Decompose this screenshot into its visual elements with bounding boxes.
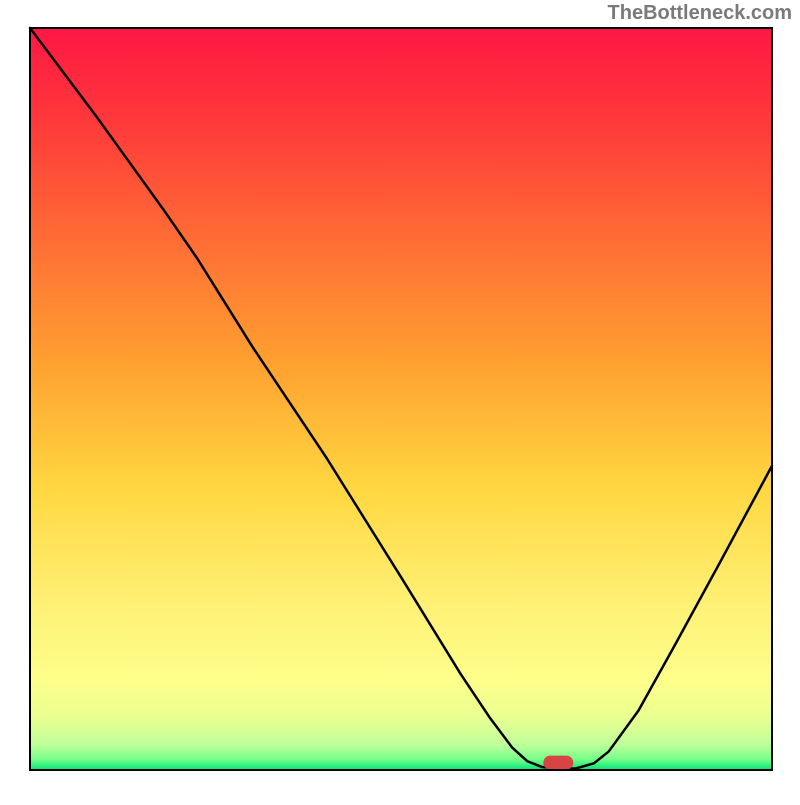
bottleneck-chart — [0, 0, 800, 800]
optimal-marker — [543, 756, 573, 770]
gradient-background — [30, 28, 772, 770]
chart-svg — [0, 0, 800, 800]
watermark-text: TheBottleneck.com — [608, 2, 792, 25]
